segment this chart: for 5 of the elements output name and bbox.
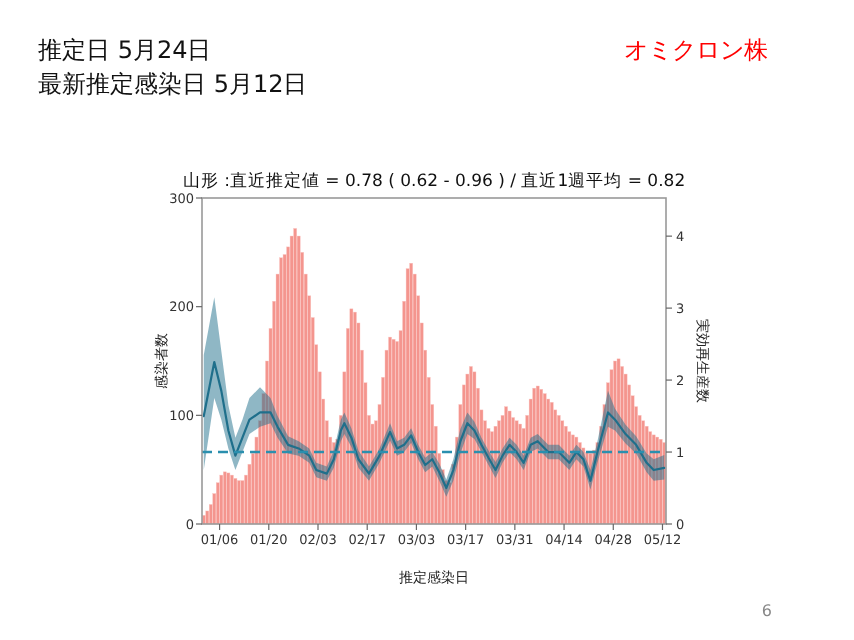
text: 6 xyxy=(761,602,772,620)
text: オミクロン株 xyxy=(624,36,768,64)
text: 推定日 5月24日 xyxy=(38,36,212,64)
chart-title: 山形 :直近推定値 = 0.78 ( 0.62 - 0.96 ) / 直近1週平均 = 0.82 xyxy=(182,170,686,192)
text: 最新推定感染日 5月12日 xyxy=(38,70,308,98)
